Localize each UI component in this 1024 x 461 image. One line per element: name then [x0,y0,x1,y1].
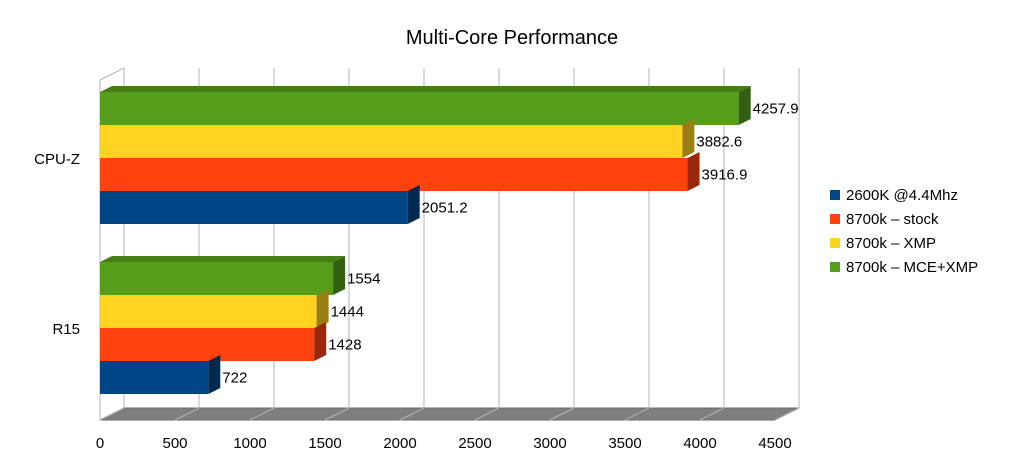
legend-item: 8700k – MCE+XMP [830,255,978,279]
floor-gridline [249,407,275,421]
bar [100,322,327,361]
bar [100,355,221,394]
floor-gridline [399,407,425,421]
bar-side [333,256,346,295]
bar [100,256,346,295]
bar-side [208,355,221,394]
bar-face [100,295,317,328]
bar [100,86,751,125]
legend-label: 8700k – MCE+XMP [846,258,979,276]
x-tick-label: 4000 [683,435,716,452]
data-label: 1554 [347,271,380,288]
bar-face [100,361,209,394]
category-label: R15 [52,321,80,338]
x-tick-label: 0 [96,435,104,452]
legend-swatch [830,214,840,224]
bar-top [100,256,346,262]
legend-swatch [830,238,840,248]
bar-face [100,158,688,191]
bar [100,185,420,224]
bar-face [100,262,334,295]
x-tick-label: 1500 [308,435,341,452]
x-tick-label: 2500 [458,435,491,452]
bar [100,152,700,191]
x-tick-label: 3000 [533,435,566,452]
bar-side [682,119,695,158]
bar-side [687,152,700,191]
legend-swatch [830,262,840,272]
floor-gridline [549,407,575,421]
legend-label: 2600K @4.4Mhz [846,186,958,204]
x-tick-label: 500 [162,435,187,452]
x-tick-label: 2000 [383,435,416,452]
bar [100,119,695,158]
floor-gridline [474,407,500,421]
legend-label: 8700k – stock [846,210,939,228]
bar-face [100,328,315,361]
legend-item: 8700k – XMP [830,231,978,255]
x-tick-label: 4500 [758,435,791,452]
legend-item: 2600K @4.4Mhz [830,183,978,207]
chart-title: Multi-Core Performance [406,27,618,49]
bar-side [316,289,329,328]
category-label: CPU-Z [34,151,80,168]
bar-face [100,92,739,125]
bar-side [314,322,327,361]
bar-top [100,86,751,92]
chart-floor [99,407,800,421]
floor-gridline [699,407,725,421]
floor-gridline [174,407,200,421]
data-label: 722 [222,370,247,387]
data-label: 1428 [328,337,361,354]
data-label: 4257.9 [753,101,799,118]
data-label: 3882.6 [696,134,742,151]
bar-face [100,125,683,158]
floor-gridline [324,407,350,421]
bar-side [407,185,420,224]
floor-gridline [774,407,800,421]
bar-side [738,86,751,125]
data-label: 2051.2 [422,200,468,217]
legend-label: 8700k – XMP [846,234,937,252]
bar [100,289,329,328]
legend-item: 8700k – stock [830,207,978,231]
x-tick-label: 3500 [608,435,641,452]
data-label: 1444 [331,304,364,321]
legend: 2600K @4.4Mhz 8700k – stock 8700k – XMP 870… [830,183,978,279]
floor-gridline [624,407,650,421]
x-tick-label: 1000 [233,435,266,452]
floor-gridline [99,407,125,421]
data-label: 3916.9 [702,167,748,184]
bar-face [100,191,408,224]
legend-swatch [830,190,840,200]
